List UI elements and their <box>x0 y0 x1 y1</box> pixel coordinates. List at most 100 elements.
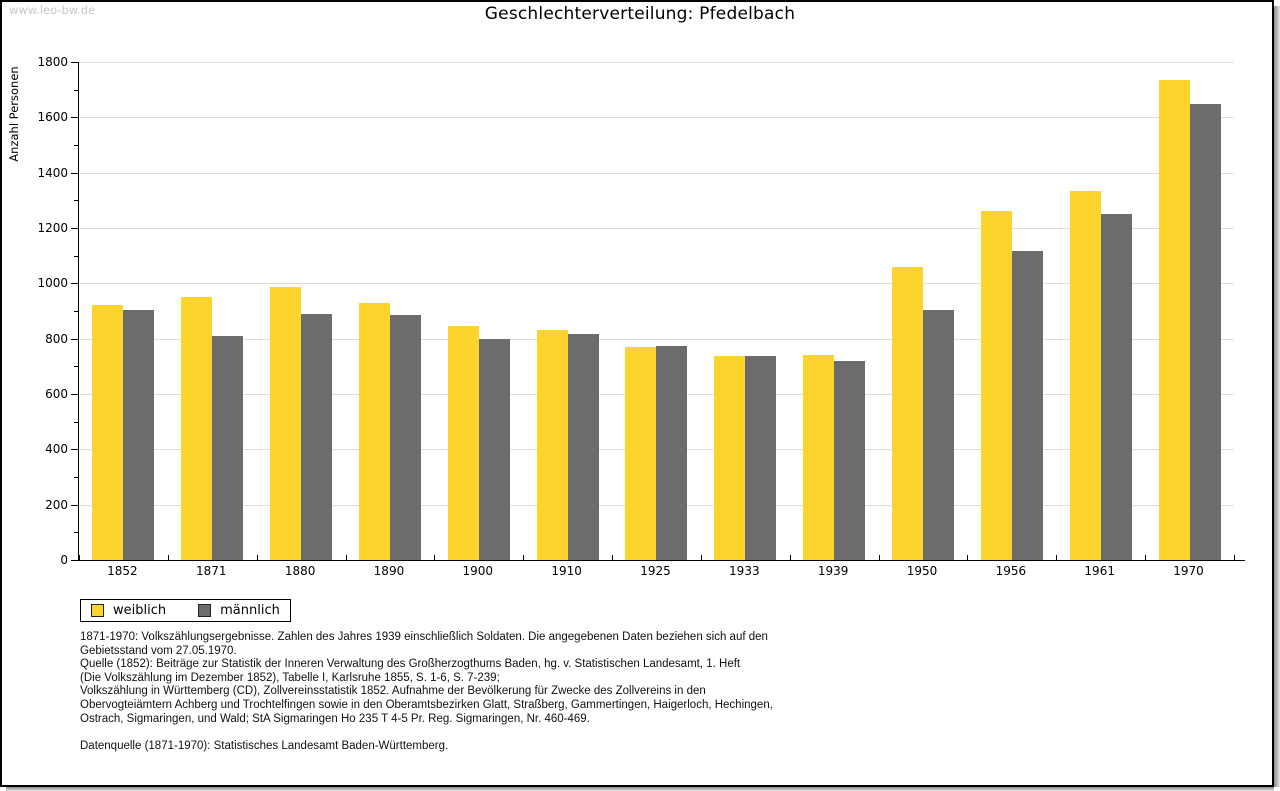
bar-groups <box>79 62 1234 560</box>
footer-line-1: 1871-1970: Volkszählungsergebnisse. Zahl… <box>80 631 768 643</box>
x-boundary-tick-6 <box>612 555 614 560</box>
footer-line-3: Quelle (1852): Beiträge zur Statistik de… <box>80 658 741 671</box>
gridline-1200 <box>79 228 1234 229</box>
y-major-tick-200 <box>71 504 78 506</box>
bar-group-1871 <box>168 62 257 560</box>
legend-swatch-männlich <box>198 604 212 617</box>
y-tick-label-800: 800 <box>45 331 68 346</box>
bar-männlich-1900 <box>478 339 510 560</box>
bar-männlich-1939 <box>834 361 866 560</box>
x-boundary-tick-11 <box>1056 555 1058 560</box>
y-major-tick-800 <box>71 338 78 340</box>
gridline-1400 <box>79 172 1234 174</box>
bar-group-1950 <box>879 62 968 560</box>
y-tick-label-1200: 1200 <box>37 221 68 235</box>
gridline-800 <box>79 338 1234 340</box>
y-tick-label-400: 400 <box>45 442 68 457</box>
bar-weiblich-1950 <box>892 267 924 560</box>
x-boundary-tick-5 <box>523 555 525 560</box>
x-boundary-tick-12 <box>1145 555 1147 560</box>
bar-männlich-1970 <box>1189 103 1221 560</box>
footer-line-2: Gebietsstand vom 27.05.1970. <box>80 644 237 657</box>
x-axis-line <box>78 560 1245 561</box>
gridline-1800 <box>79 62 1234 63</box>
plot-area <box>78 62 1235 560</box>
y-minor-tick-700 <box>74 366 78 368</box>
bar-männlich-1961 <box>1100 214 1132 560</box>
y-major-tick-600 <box>71 394 78 395</box>
bar-group-1925 <box>612 62 701 560</box>
bar-group-1880 <box>257 62 346 560</box>
bar-group-1933 <box>701 62 790 560</box>
bar-männlich-1956 <box>1011 251 1043 560</box>
footer-line-4: (Die Volkszählung im Dezember 1852), Tab… <box>80 671 500 684</box>
footer-datasource: Datenquelle (1871-1970): Statistisches L… <box>80 739 449 752</box>
x-tick-label-1950: 1950 <box>906 564 938 578</box>
x-tick-label-1970: 1970 <box>1173 564 1204 578</box>
x-tick-label-1925: 1925 <box>640 564 671 578</box>
chart-title: Geschlechterverteilung: Pfedelbach <box>484 4 796 24</box>
bar-weiblich-1939 <box>803 355 835 560</box>
x-boundary-tick-7 <box>700 555 702 560</box>
y-tick-label-1600: 1600 <box>37 110 68 125</box>
bar-weiblich-1910 <box>536 330 568 560</box>
window-shadow-bottom <box>6 787 1274 791</box>
bar-männlich-1910 <box>567 334 599 560</box>
bar-weiblich-1933 <box>714 356 746 560</box>
x-tick-label-1939: 1939 <box>817 564 849 578</box>
window-shadow-right <box>1274 6 1280 787</box>
legend-item-männlich: männlich <box>198 603 280 618</box>
x-boundary-tick-1 <box>167 555 169 560</box>
y-minor-tick-1100 <box>74 255 78 257</box>
x-tick-label-1910: 1910 <box>551 564 582 578</box>
footer-notes: 1871-1970: Volkszählungsergebnisse. Zahl… <box>80 631 1200 753</box>
y-tick-label-600: 600 <box>45 387 68 401</box>
bar-group-1910 <box>523 62 612 560</box>
x-boundary-tick-9 <box>878 555 880 560</box>
bar-weiblich-1956 <box>980 210 1012 560</box>
bar-männlich-1880 <box>301 314 333 560</box>
footer-line-6: Obervogteiämtern Achberg und Trochtelfin… <box>80 698 773 711</box>
gridline-1600 <box>79 117 1234 119</box>
bar-group-1900 <box>434 62 523 560</box>
y-minor-tick-1300 <box>74 200 78 202</box>
bar-weiblich-1961 <box>1069 191 1101 560</box>
legend-label-weiblich: weiblich <box>113 603 167 618</box>
legend-label-männlich: männlich <box>220 603 280 618</box>
y-major-tick-1200 <box>71 228 78 229</box>
y-major-tick-1800 <box>71 62 78 63</box>
y-major-tick-1400 <box>71 172 78 174</box>
bar-group-1961 <box>1056 62 1145 560</box>
y-minor-tick-300 <box>74 477 78 478</box>
bar-weiblich-1970 <box>1158 79 1190 560</box>
bar-weiblich-1852 <box>92 305 124 560</box>
x-tick-label-1961: 1961 <box>1084 564 1115 578</box>
y-minor-tick-900 <box>74 311 78 312</box>
x-tick-label-1900: 1900 <box>462 564 494 578</box>
y-minor-tick-100 <box>74 532 78 534</box>
x-tick-label-1933: 1933 <box>729 564 760 578</box>
y-tick-label-1800: 1800 <box>37 55 68 69</box>
gridline-1000 <box>79 283 1234 285</box>
footer-line-7: Ostrach, Sigmaringen, und Wald; StA Sigm… <box>80 712 590 725</box>
x-boundary-tick-10 <box>967 555 969 560</box>
x-boundary-tick-3 <box>345 555 347 560</box>
legend-swatch-weiblich <box>91 604 104 617</box>
x-boundary-tick-4 <box>434 555 436 560</box>
y-minor-tick-1700 <box>74 89 78 91</box>
x-boundary-tick-13 <box>1234 555 1235 560</box>
bar-männlich-1890 <box>389 314 421 560</box>
bar-männlich-1950 <box>923 310 955 560</box>
y-tick-label-0: 0 <box>60 553 68 567</box>
bar-weiblich-1890 <box>358 302 390 560</box>
y-tick-label-1400: 1400 <box>37 165 68 180</box>
bar-weiblich-1925 <box>625 346 657 560</box>
footer-line-5: Volkszählung in Württemberg (CD), Zollve… <box>80 685 706 698</box>
bar-männlich-1933 <box>745 356 777 560</box>
y-minor-tick-500 <box>74 421 78 423</box>
y-major-tick-400 <box>71 449 78 451</box>
y-minor-tick-1500 <box>74 145 78 146</box>
bar-männlich-1852 <box>123 310 155 560</box>
x-boundary-tick-2 <box>256 555 258 560</box>
